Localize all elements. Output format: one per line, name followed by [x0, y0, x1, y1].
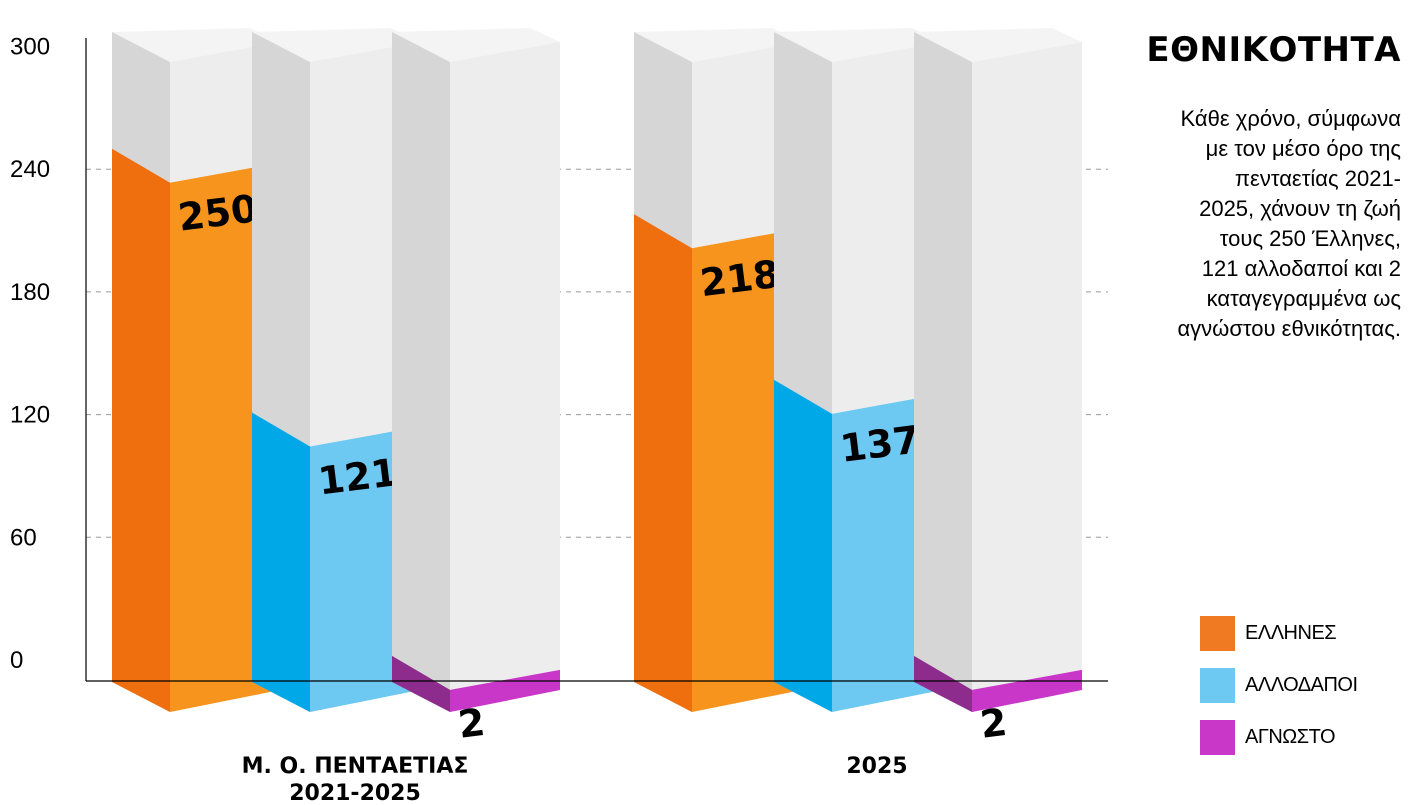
subtitle-line: πενταετίας 2021- — [1234, 166, 1401, 191]
y-tick-label: 240 — [10, 156, 50, 183]
legend-item: ΑΓΝΩΣΤΟ — [1200, 719, 1405, 755]
column-top-face — [774, 28, 942, 62]
bar-side — [914, 655, 972, 712]
column-top-face — [112, 28, 280, 62]
column-front-face — [450, 42, 560, 712]
bar-side — [252, 412, 310, 712]
y-axis-ticks: 0 60 120 180 240 300 — [10, 34, 50, 675]
bar-side — [392, 655, 450, 712]
y-tick-label: 180 — [10, 279, 50, 306]
legend-swatch — [1200, 719, 1235, 755]
category-label: 2021-2025 — [289, 781, 421, 805]
subtitle-line: 121 αλλοδαποί και 2 — [1201, 256, 1401, 281]
value-label: 2 — [978, 700, 1010, 747]
legend-swatch — [1200, 667, 1235, 703]
column-side-face — [914, 32, 972, 712]
bar-side — [634, 214, 692, 712]
column-top-face — [392, 28, 560, 62]
legend-label: ΕΛΛΗΝΕΣ — [1245, 621, 1337, 644]
column-top-face — [634, 28, 802, 62]
value-label: 250 — [176, 186, 260, 239]
column — [914, 28, 1082, 712]
value-label: 218 — [698, 252, 782, 305]
column-front-face — [972, 42, 1082, 712]
column-top-face — [252, 28, 420, 62]
legend-label: ΑΛΛΟΔΑΠΟΙ — [1245, 673, 1358, 696]
subtitle-line: με τον μέσο όρο της — [1205, 136, 1401, 161]
column-top-face — [914, 28, 1082, 62]
legend: ΕΛΛΗΝΕΣ ΑΛΛΟΔΑΠΟΙ ΑΓΝΩΣΤΟ — [1200, 615, 1405, 771]
subtitle-line: καταγεγραμμένα ως — [1206, 286, 1401, 311]
bars: 250 121 2 218 137 2 — [112, 28, 1082, 747]
legend-label: ΑΓΝΩΣΤΟ — [1245, 725, 1336, 748]
column — [392, 28, 560, 712]
subtitle-line: αγνώστου εθνικότητας. — [1177, 316, 1401, 341]
y-tick-label: 120 — [10, 402, 50, 429]
bar-side — [112, 148, 170, 712]
column-side-face — [392, 32, 450, 712]
y-tick-label: 60 — [10, 524, 37, 551]
y-tick-label: 0 — [10, 647, 23, 674]
subtitle-line: 2025, χάνουν τη ζωή — [1199, 196, 1401, 221]
value-label: 2 — [456, 700, 488, 747]
category-label: 2025 — [846, 754, 907, 779]
subtitle-line: Κάθε χρόνο, σύμφωνα — [1180, 106, 1401, 131]
chart-subtitle: Κάθε χρόνο, σύμφωνα με τον μέσο όρο της πε… — [1101, 104, 1401, 344]
legend-item: ΕΛΛΗΝΕΣ — [1200, 615, 1405, 651]
y-tick-label: 300 — [10, 34, 50, 61]
category-label: Μ. Ο. ΠΕΝΤΑΕΤΙΑΣ — [242, 754, 469, 779]
value-label: 121 — [316, 450, 400, 503]
chart-title: ΕΘΝΙΚΟΤΗΤΑ — [1146, 30, 1401, 70]
subtitle-line: τους 250 Έλληνες, — [1219, 226, 1401, 251]
legend-swatch — [1200, 615, 1235, 651]
value-label: 137 — [838, 417, 922, 470]
bar-side — [774, 379, 832, 712]
legend-item: ΑΛΛΟΔΑΠΟΙ — [1200, 667, 1405, 703]
axes — [85, 38, 1108, 682]
